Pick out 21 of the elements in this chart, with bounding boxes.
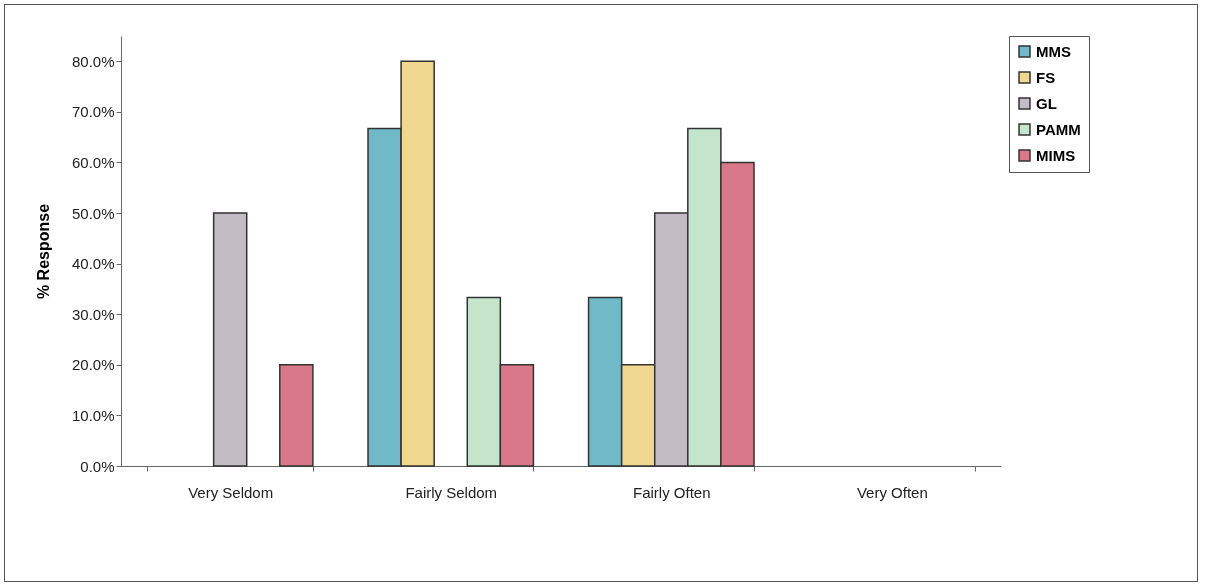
y-tick-label: 30.0% [71, 305, 115, 323]
x-tick-label: Very Often [856, 483, 928, 501]
bar [212, 212, 248, 467]
legend-label: MIMS [1036, 146, 1076, 164]
y-tick-label: 50.0% [71, 204, 115, 222]
legend-label: GL [1036, 94, 1057, 112]
x-tick-label: Fairly Often [633, 483, 711, 501]
y-tick-label: 80.0% [71, 52, 115, 70]
legend-label: MMS [1036, 42, 1071, 60]
y-tick-label: 0.0% [80, 457, 115, 475]
legend-label: PAMM [1036, 120, 1081, 138]
legend-label: FS [1036, 68, 1056, 86]
x-tick-label: Very Seldom [188, 483, 274, 501]
bar [279, 364, 314, 467]
x-tick-label: Fairly Seldom [405, 483, 498, 501]
y-tick-label: 60.0% [71, 153, 115, 171]
y-tick-label: 40.0% [71, 255, 115, 273]
y-tick-label: 10.0% [71, 406, 115, 424]
y-tick-label: 20.0% [71, 356, 115, 374]
y-tick-label: 70.0% [71, 103, 115, 121]
y-axis-title: % Response [34, 203, 52, 300]
